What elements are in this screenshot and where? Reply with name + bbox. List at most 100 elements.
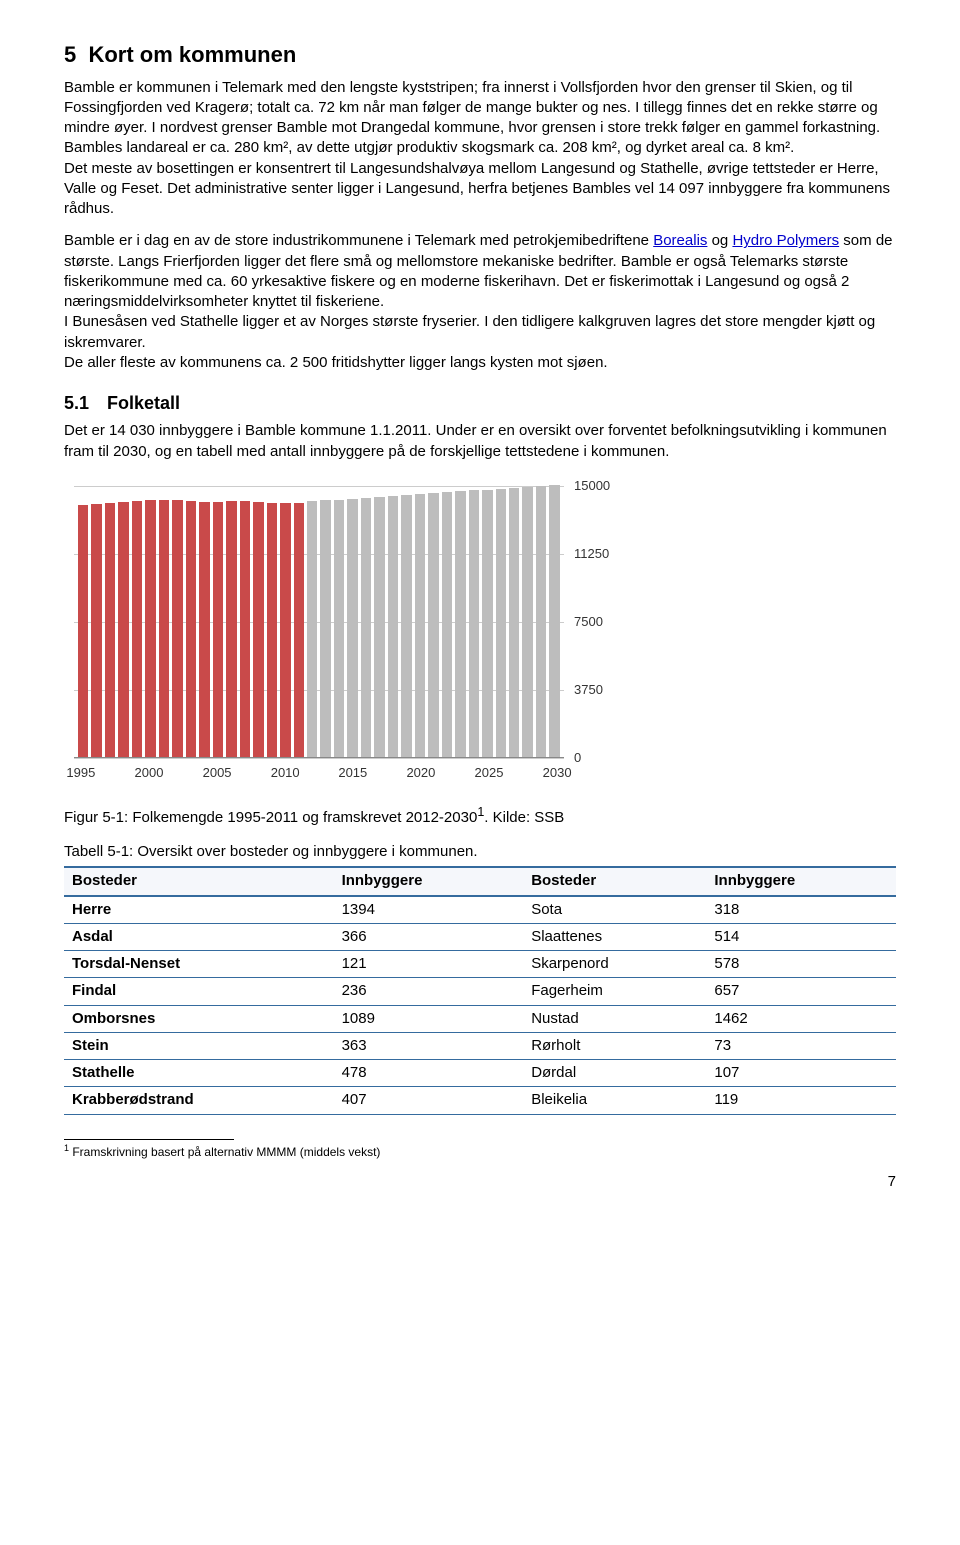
chart-bar — [509, 488, 519, 757]
table-cell: Dørdal — [523, 1060, 706, 1087]
paragraph: Det meste av bosettingen er konsentrert … — [64, 159, 896, 220]
chart-bar — [267, 503, 277, 757]
x-axis-label: 2030 — [543, 764, 572, 782]
table-cell: Herre — [64, 896, 334, 924]
population-chart: 19952000200520102015202020252030 0375075… — [64, 486, 896, 796]
subsection-heading: 5.1 Folketall — [64, 391, 896, 415]
table-row: Asdal366Slaattenes514 — [64, 923, 896, 950]
table-row: Herre1394Sota318 — [64, 896, 896, 924]
paragraph: Det er 14 030 innbyggere i Bamble kommun… — [64, 421, 896, 462]
chart-bar — [522, 487, 532, 757]
table-cell: 73 — [706, 1032, 896, 1059]
chart-bar — [388, 496, 398, 757]
subsection-title: Folketall — [107, 393, 180, 413]
footnote: 1 Framskrivning basert på alternativ MMM… — [64, 1142, 896, 1160]
paragraph: Bamble er i dag en av de store industrik… — [64, 231, 896, 312]
table-cell: 578 — [706, 951, 896, 978]
table-cell: 1462 — [706, 1005, 896, 1032]
chart-bar — [401, 495, 411, 757]
chart-bar — [240, 501, 250, 757]
y-axis-label: 7500 — [574, 613, 603, 631]
table-header: Bosteder — [64, 867, 334, 895]
chart-bar — [78, 505, 88, 757]
section-number: 5 — [64, 42, 76, 67]
table-row: Torsdal-Nenset121Skarpenord578 — [64, 951, 896, 978]
table-cell: Fagerheim — [523, 978, 706, 1005]
chart-bar — [91, 504, 101, 757]
table-cell: 366 — [334, 923, 524, 950]
paragraph: De aller fleste av kommunens ca. 2 500 f… — [64, 353, 896, 373]
text: . Kilde: SSB — [484, 809, 564, 826]
chart-bar — [361, 498, 371, 757]
table-cell: Nustad — [523, 1005, 706, 1032]
table-cell: 1089 — [334, 1005, 524, 1032]
paragraph: I Bunesåsen ved Stathelle ligger et av N… — [64, 312, 896, 353]
table-header: Innbyggere — [334, 867, 524, 895]
table-cell: 478 — [334, 1060, 524, 1087]
y-axis-label: 11250 — [574, 545, 609, 563]
table-cell: Bleikelia — [523, 1087, 706, 1114]
chart-bar — [347, 499, 357, 757]
chart-bar — [118, 502, 128, 757]
table-cell: Slaattenes — [523, 923, 706, 950]
table-cell: 363 — [334, 1032, 524, 1059]
x-axis-label: 1995 — [66, 764, 95, 782]
chart-bar — [186, 501, 196, 757]
chart-bar — [469, 490, 479, 757]
table-cell: 107 — [706, 1060, 896, 1087]
footnote-text: Framskrivning basert på alternativ MMMM … — [69, 1145, 380, 1159]
table-header: Bosteder — [523, 867, 706, 895]
chart-bar — [320, 500, 330, 757]
chart-bar — [280, 503, 290, 757]
table-cell: Stathelle — [64, 1060, 334, 1087]
x-axis-label: 2015 — [338, 764, 367, 782]
table-row: Krabberødstrand407Bleikelia119 — [64, 1087, 896, 1114]
bosteder-table: BostederInnbyggereBostederInnbyggere Her… — [64, 866, 896, 1114]
table-cell: Skarpenord — [523, 951, 706, 978]
chart-bar — [253, 502, 263, 757]
text: Figur 5-1: Folkemengde 1995-2011 og fram… — [64, 809, 477, 826]
link-borealis[interactable]: Borealis — [653, 232, 707, 249]
x-axis-label: 2005 — [203, 764, 232, 782]
x-axis-label: 2010 — [271, 764, 300, 782]
chart-bar — [213, 502, 223, 757]
footnote-rule — [64, 1139, 234, 1140]
table-cell: 1394 — [334, 896, 524, 924]
table-cell: Omborsnes — [64, 1005, 334, 1032]
chart-bar — [374, 497, 384, 757]
table-cell: 407 — [334, 1087, 524, 1114]
section-heading: 5 Kort om kommunen — [64, 40, 896, 70]
table-row: Stein363Rørholt73 — [64, 1032, 896, 1059]
text: og — [707, 232, 732, 249]
chart-bar — [428, 493, 438, 757]
chart-bar — [307, 501, 317, 757]
table-cell: Findal — [64, 978, 334, 1005]
table-cell: 318 — [706, 896, 896, 924]
chart-bar — [145, 500, 155, 757]
chart-bar — [105, 503, 115, 757]
chart-bar — [415, 494, 425, 757]
y-axis-label: 3750 — [574, 681, 603, 699]
text: Bamble er i dag en av de store industrik… — [64, 232, 653, 249]
chart-bar — [132, 501, 142, 757]
subsection-number: 5.1 — [64, 391, 89, 415]
y-axis-label: 0 — [574, 749, 581, 767]
link-hydro-polymers[interactable]: Hydro Polymers — [732, 232, 839, 249]
table-header: Innbyggere — [706, 867, 896, 895]
page-number: 7 — [64, 1172, 896, 1192]
table-row: Omborsnes1089Nustad1462 — [64, 1005, 896, 1032]
chart-bar — [496, 489, 506, 757]
x-axis-label: 2000 — [135, 764, 164, 782]
table-cell: 119 — [706, 1087, 896, 1114]
table-cell: 657 — [706, 978, 896, 1005]
chart-bar — [455, 491, 465, 757]
x-axis-label: 2025 — [475, 764, 504, 782]
chart-bar — [536, 486, 546, 757]
table-cell: Sota — [523, 896, 706, 924]
table-row: Stathelle478Dørdal107 — [64, 1060, 896, 1087]
table-cell: 236 — [334, 978, 524, 1005]
chart-bar — [549, 485, 559, 757]
chart-bar — [226, 501, 236, 757]
chart-bar — [199, 502, 209, 757]
table-cell: Rørholt — [523, 1032, 706, 1059]
